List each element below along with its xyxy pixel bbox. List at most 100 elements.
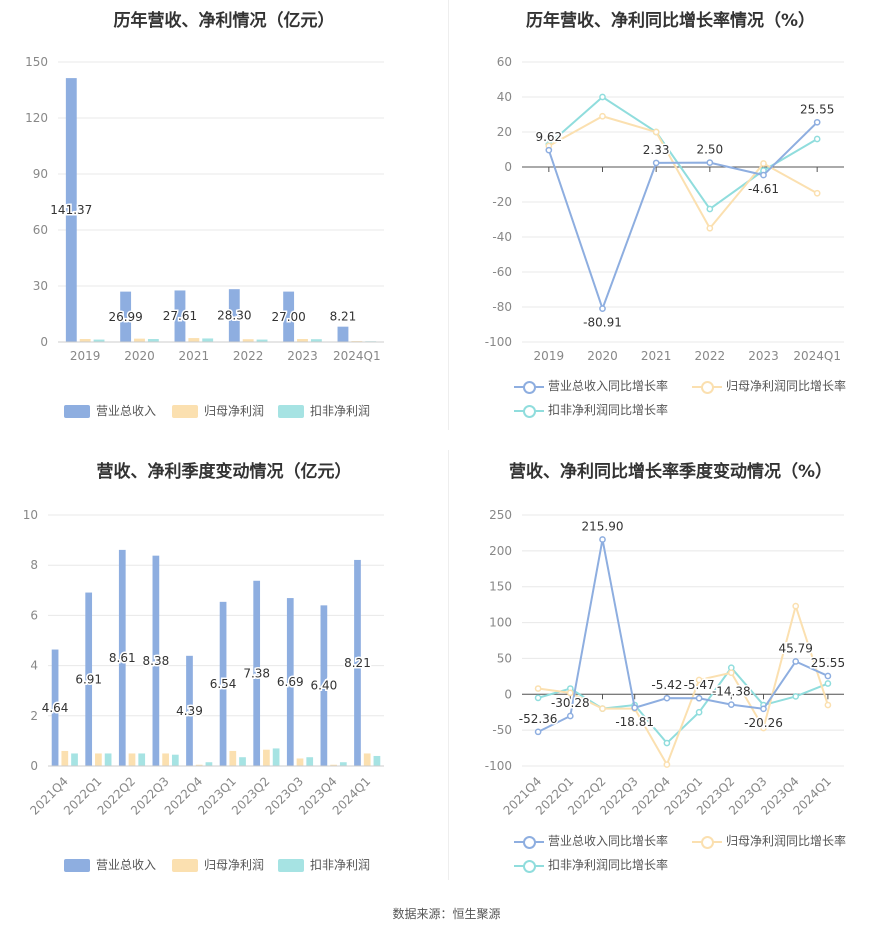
bar <box>162 753 169 766</box>
bar <box>239 757 246 766</box>
data-source: 数据来源：恒生聚源 <box>392 907 501 921</box>
y-tick-label: 60 <box>33 223 48 237</box>
data-point <box>792 658 800 665</box>
bar <box>330 764 337 766</box>
chart-svg: 0 30 60 90 120 150 2019 2020 2021 2022 2023 2024Q1 1… <box>25 55 384 363</box>
legend-revenue-growth[interactable]: 营业总收入同比增长率 <box>514 377 668 394</box>
x-tick-label: 2024Q1 <box>793 349 841 363</box>
data-point <box>599 112 606 120</box>
data-point <box>760 724 767 732</box>
divider <box>448 0 449 430</box>
data-point <box>534 685 542 692</box>
y-tick-label: 250 <box>489 508 512 522</box>
legend-swatch <box>278 859 304 872</box>
bar <box>306 757 314 766</box>
data-label: 4.39 <box>176 704 203 718</box>
y-tick-label: -50 <box>492 723 512 737</box>
legend-revenue[interactable]: 营业总收入 <box>64 402 156 419</box>
y-tick-label: 100 <box>489 616 512 630</box>
data-label: 8.38 <box>143 654 170 668</box>
chart-svg: 02468102021Q42022Q12022Q22022Q32022Q4202… <box>23 508 384 818</box>
legend-revenue-growth[interactable]: 营业总收入同比增长率 <box>514 832 668 849</box>
legend-swatch <box>172 405 198 418</box>
legend-label: 归母净利润 <box>204 858 265 872</box>
data-label: -52.36 <box>519 712 558 726</box>
x-tick-label: 2024Q1 <box>333 349 381 363</box>
bar <box>118 549 126 766</box>
legend-deducted[interactable]: 扣非净利润 <box>278 856 370 873</box>
bar <box>104 753 112 766</box>
y-tick-label: 2 <box>30 709 38 723</box>
data-point <box>824 701 832 709</box>
legend-deducted-growth[interactable]: 扣非净利润同比增长率 <box>514 401 668 418</box>
data-point <box>566 689 574 697</box>
legend-swatch <box>64 859 90 872</box>
legend-revenue[interactable]: 营业总收入 <box>64 856 156 873</box>
legend-label: 扣非净利润同比增长率 <box>548 858 669 872</box>
y-tick-label: 0 <box>504 687 512 701</box>
bar <box>171 754 179 766</box>
bar <box>174 290 186 342</box>
x-tick-label: 2019 <box>70 349 101 363</box>
bar <box>263 749 270 766</box>
y-tick-label: 150 <box>25 55 48 69</box>
legend-swatch <box>278 405 304 418</box>
data-label: 8.21 <box>344 656 371 670</box>
legend-label: 归母净利润 <box>204 404 265 418</box>
data-label: -18.81 <box>615 715 654 729</box>
legend-label: 归母净利润同比增长率 <box>726 834 847 848</box>
data-point <box>760 705 767 713</box>
bar <box>85 592 93 766</box>
chart-annual-revenue-profit: 历年营收、净利情况（亿元） 0 30 60 90 120 150 2019 2020 2021 2… <box>0 0 448 430</box>
chart-title: 营收、净利季度变动情况（亿元） <box>96 462 352 482</box>
y-tick-label: -80 <box>492 300 512 314</box>
data-point <box>663 694 671 702</box>
y-tick-label: 0 <box>30 759 38 773</box>
legend-net[interactable]: 归母净利润 <box>172 856 264 873</box>
legend-deducted[interactable]: 扣非净利润 <box>278 402 370 419</box>
y-tick-label: 0 <box>40 335 48 349</box>
series-line <box>537 539 829 733</box>
data-label: 4.64 <box>42 701 69 715</box>
bar <box>219 601 227 766</box>
data-point <box>652 128 660 136</box>
data-label: 7.38 <box>243 666 270 680</box>
data-label: 26.99 <box>108 310 142 324</box>
y-tick-label: 4 <box>30 659 38 673</box>
y-tick-label: 20 <box>497 125 512 139</box>
chart-annual-growth: 历年营收、净利同比增长率情况（%） -100 -80 -60 -40 -20 0 20 40 6… <box>448 0 893 430</box>
data-label: -20.26 <box>744 716 783 730</box>
bar <box>188 338 200 342</box>
data-point <box>706 159 714 166</box>
x-tick-label: 2020 <box>124 349 155 363</box>
chart-title: 历年营收、净利同比增长率情况（%） <box>525 11 816 31</box>
bar <box>147 339 159 342</box>
bar <box>229 750 237 766</box>
x-tick-label: 2021 <box>179 349 210 363</box>
y-tick-label: 200 <box>489 544 512 558</box>
bar <box>337 326 349 342</box>
x-tick-label: 2022 <box>695 349 726 363</box>
legend-swatch <box>514 380 544 394</box>
legend-swatch <box>514 835 544 849</box>
x-tick-label: 2020 <box>587 349 618 363</box>
x-tick-label: 2019 <box>534 349 565 363</box>
legend-net-growth[interactable]: 归母净利润同比增长率 <box>692 377 846 394</box>
data-point <box>760 171 767 179</box>
legend-net[interactable]: 归母净利润 <box>172 402 264 419</box>
data-point <box>695 708 703 716</box>
bar <box>354 559 361 766</box>
legend-swatch <box>64 405 90 418</box>
legend-label: 扣非净利润 <box>310 858 371 872</box>
data-point <box>706 224 714 232</box>
data-point <box>599 705 606 712</box>
legend-swatch <box>692 835 722 849</box>
bar <box>202 338 214 342</box>
bar <box>79 339 91 342</box>
bar <box>138 753 146 766</box>
y-tick-label: 40 <box>497 90 512 104</box>
legend-net-growth[interactable]: 归母净利润同比增长率 <box>692 832 846 849</box>
legend-deducted-growth[interactable]: 扣非净利润同比增长率 <box>514 856 668 873</box>
x-tick-label: 2021 <box>641 349 672 363</box>
legend-label: 归母净利润同比增长率 <box>726 379 847 393</box>
